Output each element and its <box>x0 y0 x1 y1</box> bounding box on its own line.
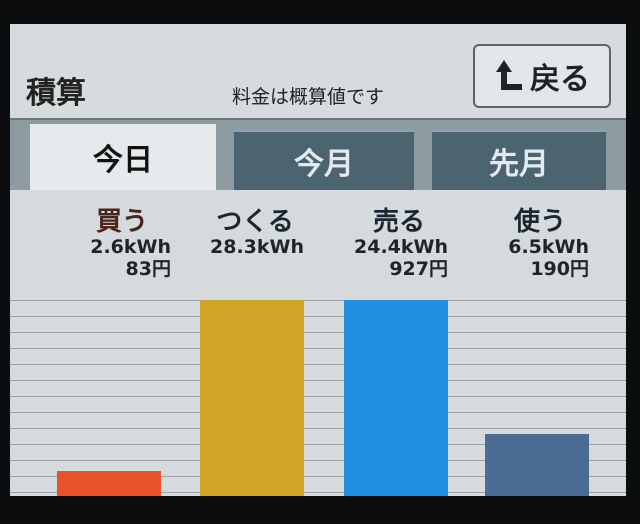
bar-sell <box>344 300 448 496</box>
cost-label: 83円 <box>125 258 171 280</box>
back-label: 戻る <box>530 62 590 97</box>
gridline <box>10 300 626 301</box>
bar-generate <box>200 300 304 496</box>
tab-this-month[interactable]: 今月 <box>234 130 414 190</box>
column-use: 使う 6.5kWh 190円 <box>485 208 595 280</box>
gridline <box>10 476 626 477</box>
header: 積算 料金は概算値です 戻る <box>10 24 626 120</box>
category-label: 売る <box>372 207 425 237</box>
cost-label <box>200 258 310 280</box>
column-buy: 買う 2.6kWh 83円 <box>67 208 177 280</box>
gridline <box>10 348 626 349</box>
period-tabs: 今日 今月 先月 <box>10 120 626 190</box>
energy-label: 24.4kWh <box>354 236 448 258</box>
category-label: つくる <box>216 207 294 237</box>
gridline <box>10 380 626 381</box>
gridline <box>10 460 626 461</box>
gridline <box>10 316 626 317</box>
page-title: 積算 <box>26 76 86 111</box>
tab-last-month[interactable]: 先月 <box>432 130 606 190</box>
energy-label: 28.3kWh <box>210 236 304 258</box>
gridline <box>10 428 626 429</box>
gridline <box>10 492 626 493</box>
back-button[interactable]: 戻る <box>473 44 611 108</box>
screen: 積算 料金は概算値です 戻る 今日 今月 先月 買う 2.6kWh 83円 つくる 28… <box>10 24 626 496</box>
cost-label: 927円 <box>389 258 448 280</box>
energy-label: 6.5kWh <box>508 236 589 258</box>
bar-use <box>485 434 589 496</box>
return-arrow-icon <box>496 60 522 90</box>
column-sell: 売る 24.4kWh 927円 <box>344 208 454 280</box>
category-label: 買う <box>95 207 148 237</box>
tab-today[interactable]: 今日 <box>30 124 216 190</box>
energy-chart: 買う 2.6kWh 83円 つくる 28.3kWh 売る 24.4kWh 927円 使う 6.5… <box>10 190 626 496</box>
category-label: 使う <box>513 207 566 237</box>
estimate-note: 料金は概算値です <box>232 86 385 108</box>
column-generate: つくる 28.3kWh <box>200 208 310 280</box>
gridline <box>10 364 626 365</box>
gridline <box>10 332 626 333</box>
gridline <box>10 396 626 397</box>
cost-label: 190円 <box>530 258 589 280</box>
energy-label: 2.6kWh <box>90 236 171 258</box>
gridline <box>10 444 626 445</box>
gridline <box>10 412 626 413</box>
bar-buy <box>57 471 161 496</box>
